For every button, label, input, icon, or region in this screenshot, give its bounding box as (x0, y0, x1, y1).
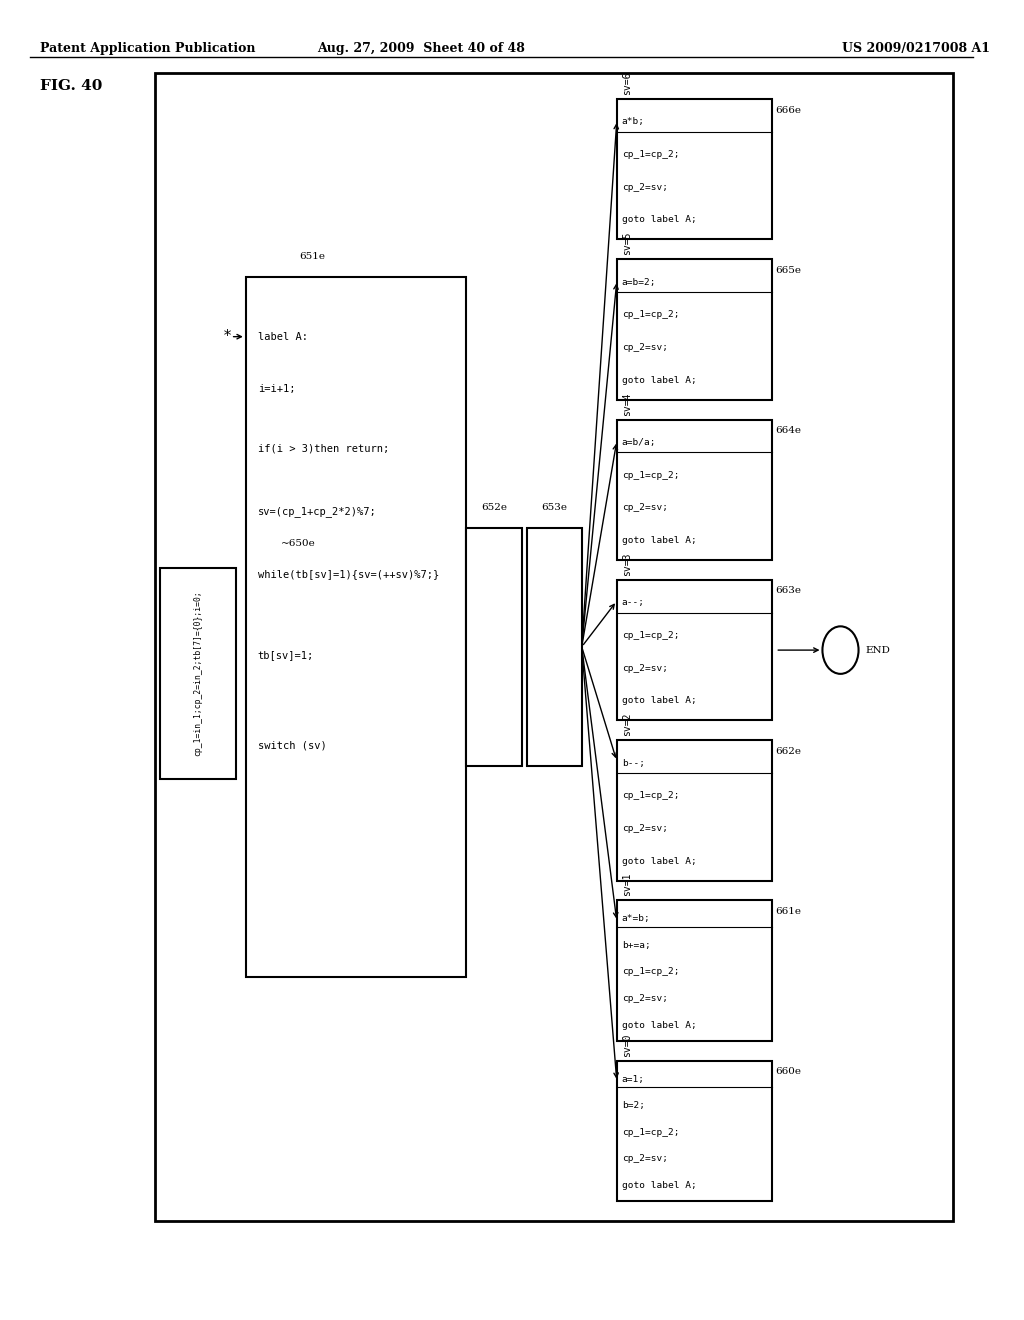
Text: FIG. 40: FIG. 40 (40, 79, 102, 94)
Text: a--;: a--; (622, 598, 645, 607)
Text: a*=b;: a*=b; (622, 915, 650, 924)
Text: cp_1=cp_2;: cp_1=cp_2; (622, 310, 679, 319)
Text: cp_2=sv;: cp_2=sv; (622, 503, 668, 512)
Bar (156, 73, 952, 1221)
Bar (616, 1061, 772, 1201)
Text: sv=0: sv=0 (622, 1034, 632, 1057)
Text: 653e: 653e (541, 503, 567, 512)
Text: tb[sv]=1;: tb[sv]=1; (258, 649, 314, 660)
Text: cp_1=cp_2;: cp_1=cp_2; (622, 631, 679, 640)
Text: sv=5: sv=5 (622, 232, 632, 255)
Text: goto label A;: goto label A; (622, 1020, 696, 1030)
Text: sv=(cp_1+cp_2*2)%7;: sv=(cp_1+cp_2*2)%7; (258, 506, 377, 517)
Text: cp_1=cp_2;: cp_1=cp_2; (622, 471, 679, 479)
Text: a=b=2;: a=b=2; (622, 277, 656, 286)
Text: b--;: b--; (622, 759, 645, 767)
Bar (616, 579, 772, 721)
Text: cp_2=sv;: cp_2=sv; (622, 1154, 668, 1163)
Text: a=b/a;: a=b/a; (622, 438, 656, 447)
Text: label A:: label A: (258, 331, 308, 342)
Text: goto label A;: goto label A; (622, 376, 696, 384)
Text: cp_2=sv;: cp_2=sv; (622, 824, 668, 833)
Text: while(tb[sv]=1){sv=(++sv)%7;}: while(tb[sv]=1){sv=(++sv)%7;} (258, 569, 439, 579)
Bar (466, 528, 521, 766)
Text: cp_2=sv;: cp_2=sv; (622, 664, 668, 673)
Text: b=2;: b=2; (622, 1101, 645, 1110)
Text: if(i > 3)then return;: if(i > 3)then return; (258, 444, 389, 454)
Bar (616, 420, 772, 560)
Text: cp_1=cp_2;: cp_1=cp_2; (622, 968, 679, 977)
Text: cp_2=sv;: cp_2=sv; (622, 994, 668, 1003)
Bar (161, 568, 236, 779)
Text: 662e: 662e (775, 747, 802, 756)
Text: goto label A;: goto label A; (622, 1181, 696, 1189)
Bar (616, 259, 772, 400)
Text: goto label A;: goto label A; (622, 536, 696, 545)
Bar (246, 277, 466, 977)
Text: goto label A;: goto label A; (622, 215, 696, 224)
Text: END: END (865, 645, 891, 655)
Text: ~650e: ~650e (281, 539, 315, 548)
Text: a=1;: a=1; (622, 1074, 645, 1084)
Bar (616, 741, 772, 880)
Text: cp_2=sv;: cp_2=sv; (622, 343, 668, 352)
Text: 661e: 661e (775, 907, 802, 916)
Text: cp_1=in_1;cp_2=in_2;tb[7]={0};i=0;: cp_1=in_1;cp_2=in_2;tb[7]={0};i=0; (194, 590, 203, 756)
Text: US 2009/0217008 A1: US 2009/0217008 A1 (843, 42, 990, 55)
Text: cp_1=cp_2;: cp_1=cp_2; (622, 150, 679, 158)
Text: sv=4: sv=4 (622, 392, 632, 416)
Text: cp_2=sv;: cp_2=sv; (622, 182, 668, 191)
Text: b+=a;: b+=a; (622, 941, 650, 950)
Text: Patent Application Publication: Patent Application Publication (40, 42, 256, 55)
Text: goto label A;: goto label A; (622, 696, 696, 705)
Bar (526, 528, 582, 766)
Text: cp_1=cp_2;: cp_1=cp_2; (622, 791, 679, 800)
Text: cp_1=cp_2;: cp_1=cp_2; (622, 1127, 679, 1137)
Text: sv=3: sv=3 (622, 552, 632, 576)
Text: 665e: 665e (775, 265, 802, 275)
Text: 663e: 663e (775, 586, 802, 595)
Text: sv=6: sv=6 (622, 71, 632, 95)
Text: i=i+1;: i=i+1; (258, 384, 295, 395)
Text: 652e: 652e (481, 503, 507, 512)
Text: goto label A;: goto label A; (622, 857, 696, 866)
Text: Aug. 27, 2009  Sheet 40 of 48: Aug. 27, 2009 Sheet 40 of 48 (317, 42, 525, 55)
Text: 660e: 660e (775, 1068, 802, 1076)
Text: 664e: 664e (775, 426, 802, 436)
Text: a*b;: a*b; (622, 117, 645, 127)
Text: 666e: 666e (775, 106, 802, 115)
Text: 651e: 651e (299, 252, 325, 261)
Text: sv=2: sv=2 (622, 713, 632, 737)
Bar (616, 900, 772, 1041)
Text: switch (sv): switch (sv) (258, 741, 327, 751)
Bar (616, 99, 772, 239)
Text: *: * (223, 329, 232, 345)
Text: sv=1: sv=1 (622, 873, 632, 896)
